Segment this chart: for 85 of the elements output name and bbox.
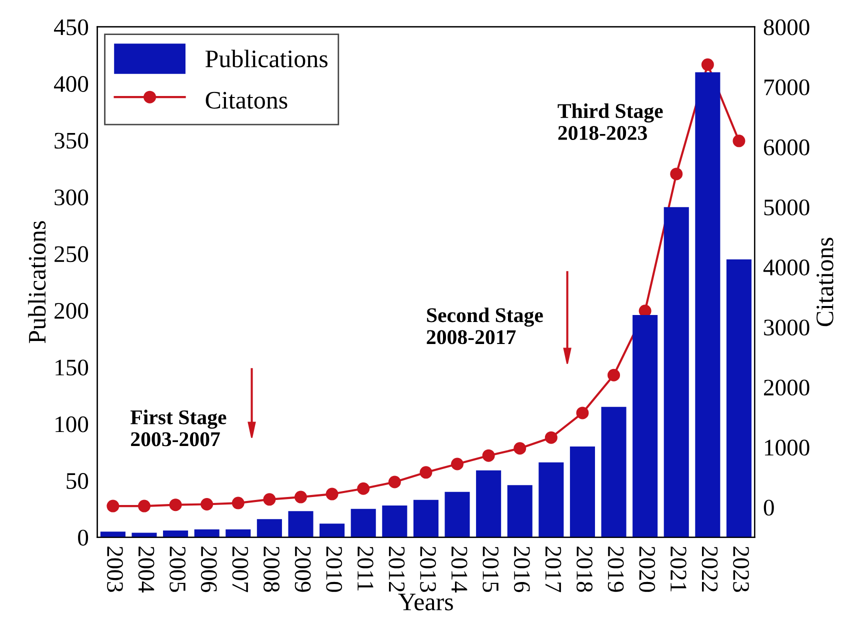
annotation: First Stage 2003-2007 <box>130 410 226 446</box>
y2-tick-label: 2000 <box>764 380 810 396</box>
point <box>576 406 589 420</box>
bar <box>538 462 564 538</box>
x-tick-label: 2017 <box>545 546 562 592</box>
point <box>106 500 120 512</box>
point <box>200 498 214 510</box>
y2-tick-label: 0 <box>764 500 774 516</box>
y2-tick-label: 5000 <box>764 199 810 216</box>
point <box>608 368 620 382</box>
point <box>294 490 308 504</box>
y2-axis-title: Citations <box>816 238 834 326</box>
point <box>326 488 338 500</box>
point <box>670 168 683 180</box>
y-tick-label: 400 <box>54 76 88 92</box>
y-tick-label: 250 <box>54 246 88 262</box>
y-axis-title: Publications <box>28 221 46 344</box>
x-tick-label: 2010 <box>326 546 342 592</box>
x-tick-label: 2021 <box>670 546 686 592</box>
x-tick-label: 2022 <box>702 546 718 592</box>
point <box>514 442 526 455</box>
point <box>732 134 746 148</box>
bar <box>413 500 438 538</box>
y-tick-label: 200 <box>54 302 88 319</box>
x-tick-label: 2011 <box>357 546 374 591</box>
x-tick-label: 2008 <box>264 546 280 592</box>
point <box>451 458 464 470</box>
x-tick-label: 2005 <box>170 546 186 592</box>
y-tick-label: 450 <box>54 19 88 36</box>
point <box>232 496 244 510</box>
x-tick-label: 2003 <box>107 546 123 592</box>
y2-tick-label: 3000 <box>764 320 810 336</box>
bar <box>695 72 720 538</box>
x-tick-label: 2013 <box>420 546 436 592</box>
annotation: Second Stage 2008-2017 <box>426 308 543 344</box>
point <box>544 431 558 444</box>
bar <box>288 511 314 538</box>
bar <box>320 524 345 538</box>
x-tick-label: 2009 <box>294 546 311 592</box>
y2-tick-label: 7000 <box>764 79 810 96</box>
y-tick-label: 350 <box>54 132 88 149</box>
point <box>420 466 432 479</box>
y-tick-label: 300 <box>54 189 88 206</box>
x-tick-label: 2004 <box>138 546 154 592</box>
bar <box>570 446 595 538</box>
bar <box>132 532 157 538</box>
bar <box>476 470 502 538</box>
point <box>388 476 401 488</box>
x-tick-label: 2016 <box>514 546 530 592</box>
x-tick-label: 2018 <box>576 546 592 592</box>
legend-label: Citatons <box>206 92 288 109</box>
annotation: Third Stage 2018-2023 <box>558 103 663 140</box>
point <box>263 493 276 506</box>
y2-tick-label: 1000 <box>765 440 810 456</box>
bar <box>632 314 658 538</box>
y-tick-label: 100 <box>56 416 88 432</box>
y2-tick-label: 6000 <box>764 139 810 156</box>
bar <box>507 485 532 538</box>
x-tick-label: 2007 <box>232 546 248 592</box>
bar <box>726 259 752 538</box>
x-tick-label: 2020 <box>639 546 656 592</box>
y2-tick-label: 4000 <box>763 260 810 276</box>
bar <box>444 492 470 538</box>
x-tick-label: 2019 <box>608 546 624 592</box>
bar <box>382 506 408 538</box>
point <box>138 500 150 512</box>
bar <box>601 406 626 538</box>
bar <box>664 207 689 538</box>
bar <box>350 508 376 538</box>
point <box>701 58 714 71</box>
point <box>482 449 495 462</box>
y-tick-label: 50 <box>66 473 88 489</box>
legend-label: Publications <box>206 50 328 68</box>
x-tick-label: 2014 <box>451 546 468 592</box>
point <box>169 498 182 512</box>
y2-tick-label: 8000 <box>764 19 810 36</box>
bar <box>256 519 282 538</box>
y-tick-label: 0 <box>78 530 88 546</box>
y-tick-label: 150 <box>56 360 88 376</box>
x-axis-title: Years <box>398 594 453 610</box>
x-tick-label: 2012 <box>388 546 405 592</box>
x-tick-label: 2006 <box>200 546 217 592</box>
x-tick-label: 2023 <box>733 546 750 592</box>
point <box>357 482 370 495</box>
x-tick-label: 2015 <box>482 546 499 592</box>
